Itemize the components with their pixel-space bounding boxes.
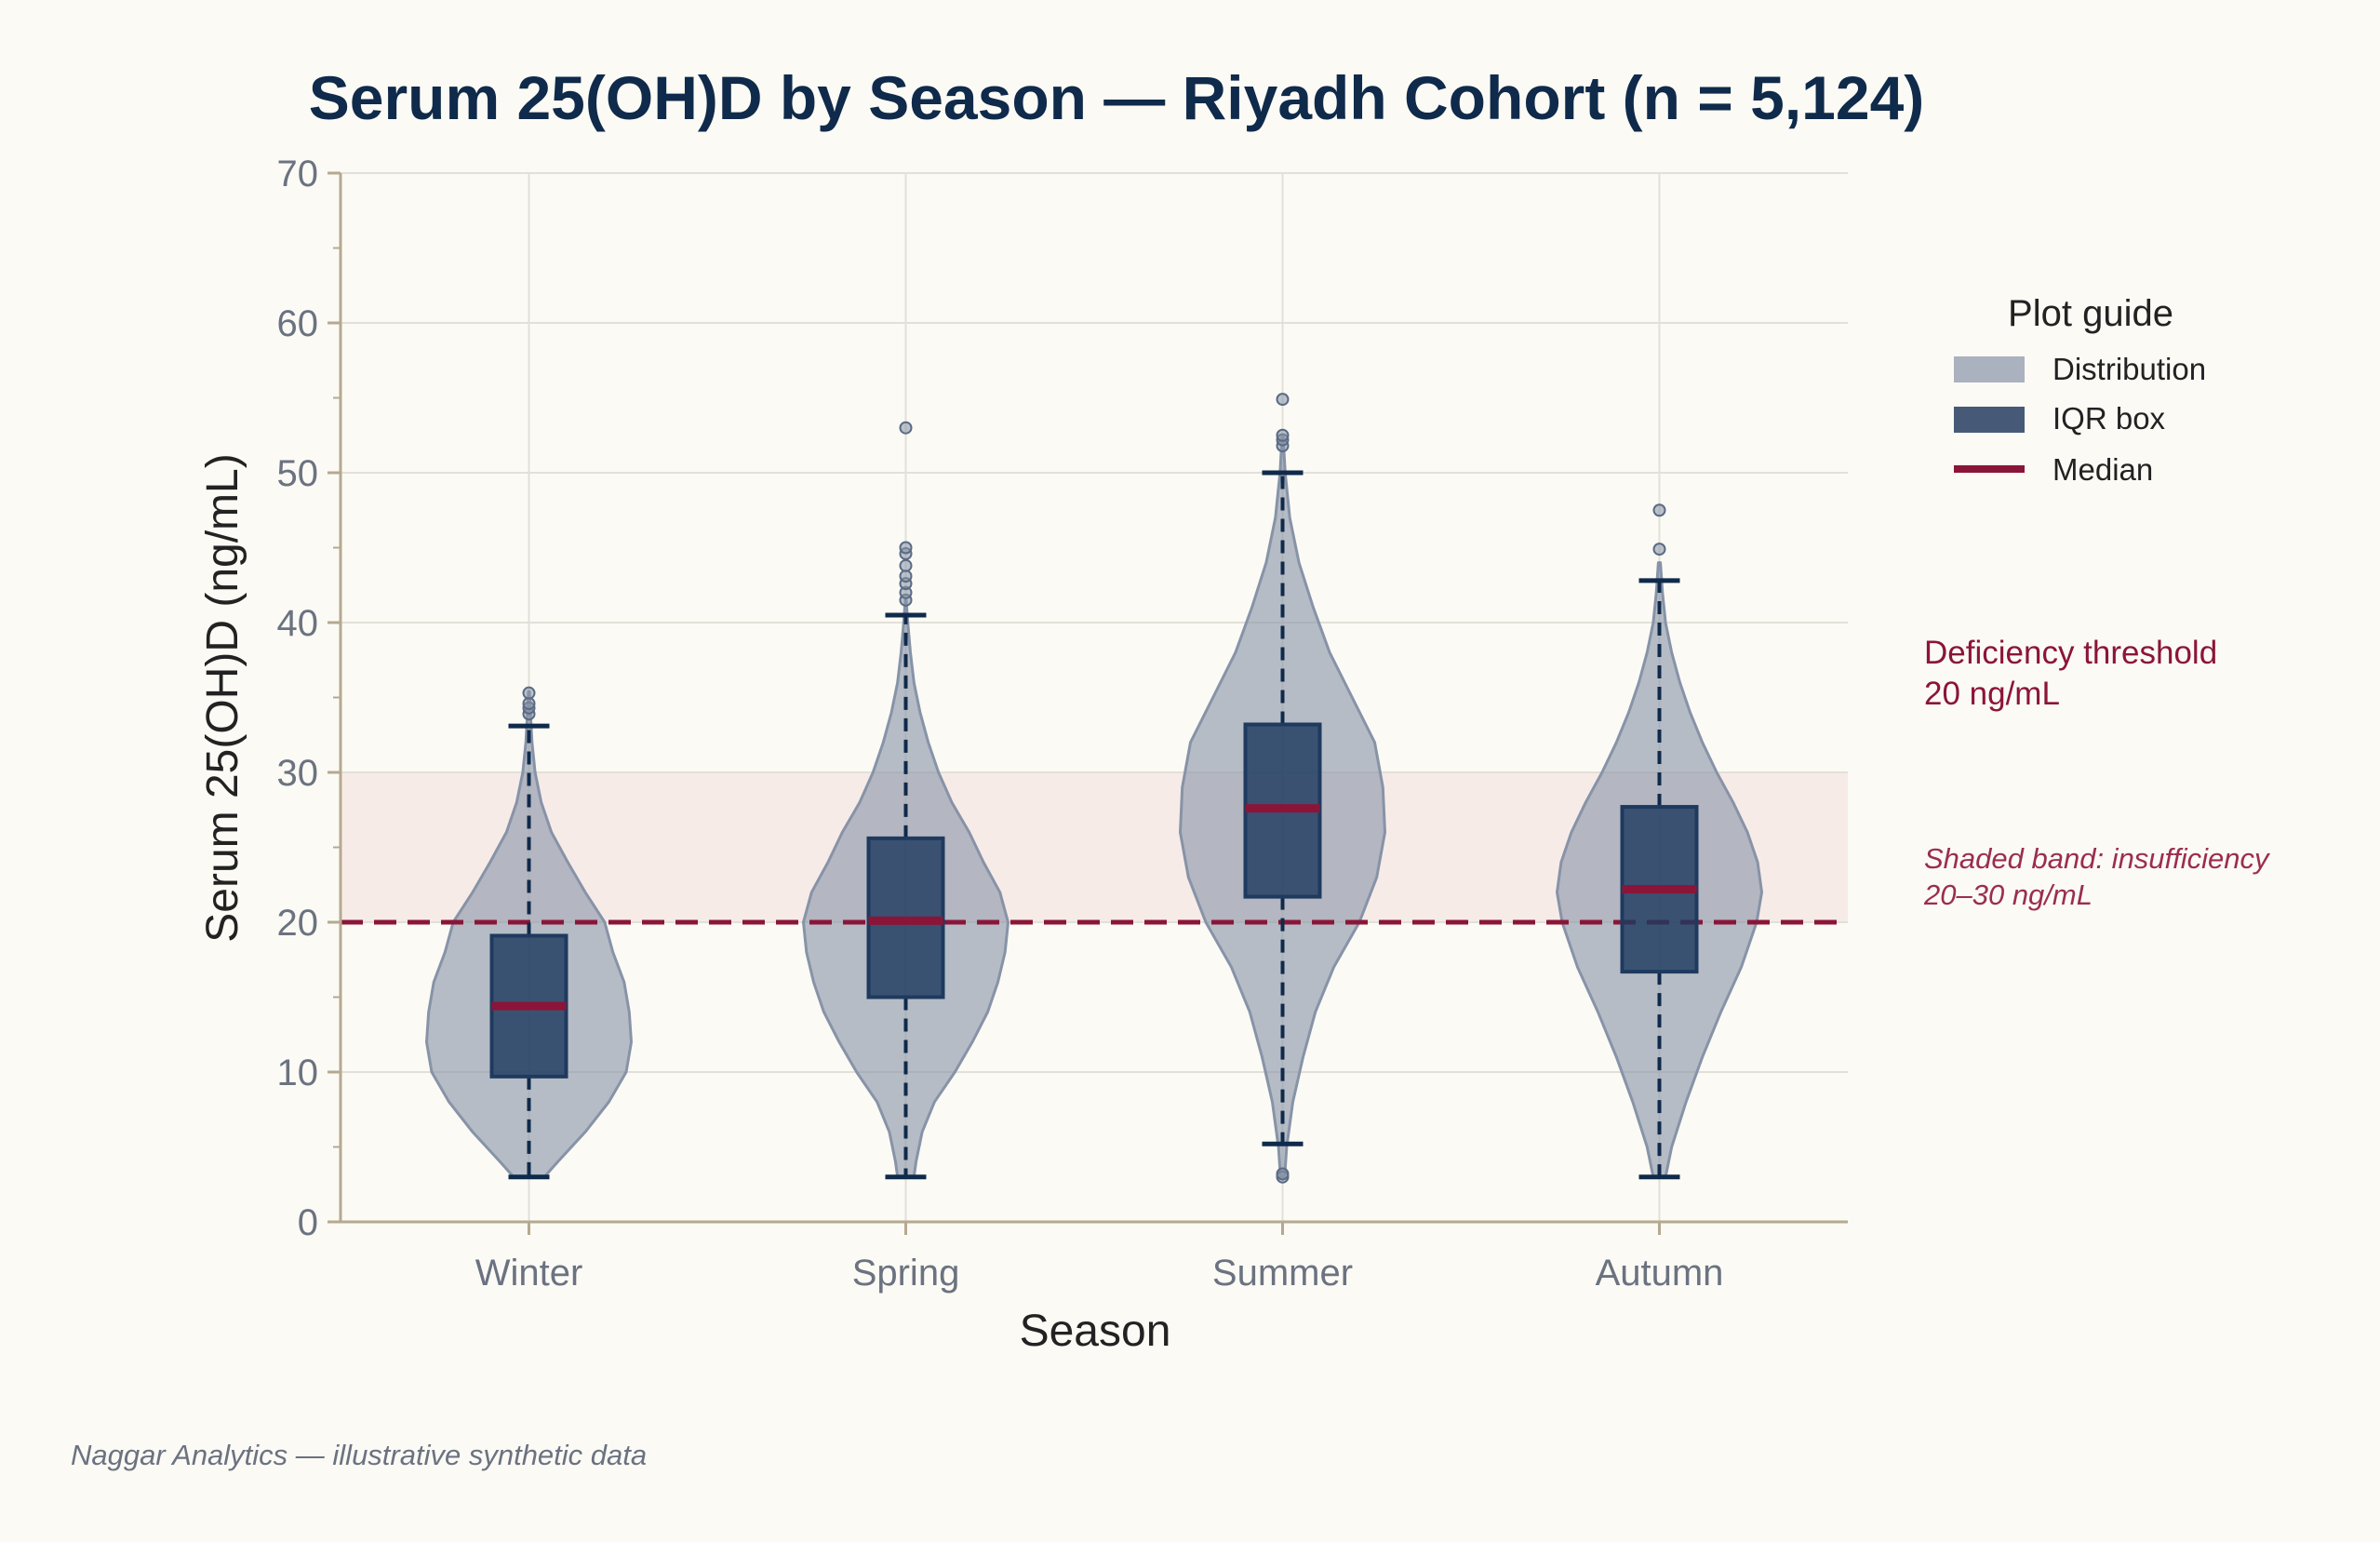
annotations: Deficiency threshold 20 ng/mL Shaded ban… [1923, 635, 2271, 911]
outlier-point [1276, 1167, 1290, 1181]
outlier-point [1276, 428, 1290, 442]
outlier-point [899, 558, 913, 572]
y-tick-label: 30 [277, 753, 319, 794]
x-tick-label-autumn: Autumn [1596, 1253, 1724, 1294]
y-tick-label: 60 [277, 303, 319, 344]
y-tick-label: 40 [277, 603, 319, 644]
outlier-point [1652, 543, 1666, 556]
legend-label-distribution: Distribution [2052, 352, 2206, 386]
x-tick-label-spring: Spring [852, 1253, 960, 1294]
x-tick-label-summer: Summer [1212, 1253, 1353, 1294]
legend-label-iqr-box: IQR box [2052, 401, 2166, 436]
legend: Plot guide Distribution IQR box Median [1954, 293, 2206, 487]
y-axis-label: Serum 25(OH)D (ng/mL) [198, 453, 247, 942]
box-layer [489, 393, 1699, 1184]
outlier-point [899, 570, 913, 583]
outlier-point [899, 541, 913, 555]
legend-swatch-distribution [1954, 356, 2025, 382]
outlier-point [1652, 503, 1666, 517]
x-axis-label: Season [1020, 1307, 1171, 1356]
band-annotation-line2: 20–30 ng/mL [1923, 878, 2093, 911]
threshold-annotation-line2: 20 ng/mL [1924, 676, 2060, 712]
outlier-point [899, 421, 913, 435]
outlier-point [1276, 393, 1290, 407]
y-tick-label: 10 [277, 1053, 319, 1093]
y-tick-label: 70 [277, 154, 319, 194]
x-tick-label-winter: Winter [475, 1253, 583, 1294]
y-tick-label: 20 [277, 903, 319, 944]
y-tick-label: 0 [298, 1202, 318, 1243]
axis-layer: 0 10 20 30 40 50 60 70 Winter Spring Summer Autumn [277, 154, 1848, 1294]
threshold-annotation-line1: Deficiency threshold [1924, 635, 2217, 671]
chart-title: Serum 25(OH)D by Season — Riyadh Cohort … [309, 63, 1925, 132]
y-tick-label: 50 [277, 453, 319, 494]
legend-swatch-iqr-box [1954, 407, 2025, 433]
band-annotation-line1: Shaded band: insufficiency [1924, 842, 2271, 875]
outlier-point [522, 696, 536, 710]
footer-credit: Naggar Analytics — illustrative syntheti… [71, 1439, 647, 1471]
legend-title: Plot guide [2008, 293, 2173, 334]
outlier-point [522, 686, 536, 700]
legend-label-median: Median [2052, 452, 2153, 487]
